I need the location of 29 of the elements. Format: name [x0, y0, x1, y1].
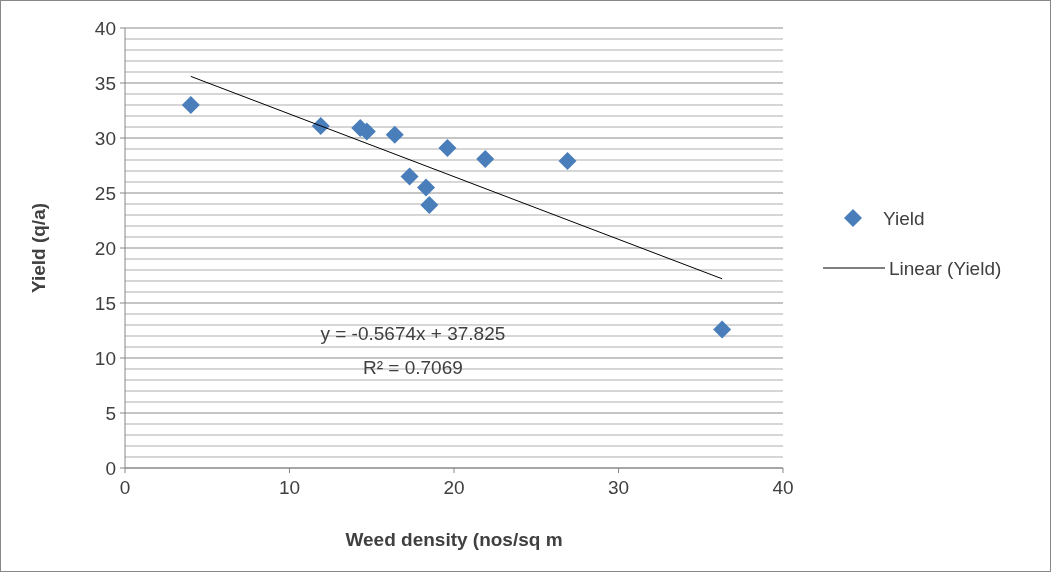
point — [385, 125, 404, 144]
y-tick-label: 0 — [105, 458, 116, 479]
y-tick-label: 15 — [94, 293, 116, 314]
x-axis-title: Weed density (nos/sq m — [345, 529, 563, 550]
legend-label: Linear (Yield) — [889, 258, 1002, 279]
point — [417, 178, 436, 197]
point — [181, 96, 200, 114]
legend-label: Yield — [883, 208, 925, 229]
annotation: y = -0.5674x + 37.825 — [320, 323, 506, 345]
x-tick-label: 30 — [607, 477, 630, 498]
point — [558, 152, 577, 171]
y-tick-label: 20 — [94, 238, 116, 259]
point — [400, 167, 419, 186]
y-tick-label: 40 — [94, 18, 116, 39]
point — [713, 320, 732, 339]
point — [476, 149, 495, 168]
x-tick-label: 10 — [278, 477, 301, 498]
annotation: R² = 0.7069 — [362, 357, 463, 379]
y-tick-label: 25 — [94, 183, 116, 204]
y-tick-label: 30 — [94, 128, 116, 149]
x-tick-label: 20 — [443, 477, 465, 498]
point — [420, 196, 439, 215]
y-tick-label: 5 — [105, 403, 116, 424]
point — [438, 138, 457, 157]
x-tick-label: 40 — [772, 477, 794, 498]
y-tick-label: 10 — [94, 348, 116, 369]
y-tick-label: 35 — [94, 73, 116, 94]
y-axis-title: Yield (q/a) — [28, 202, 49, 294]
x-tick-label: 0 — [119, 477, 131, 498]
